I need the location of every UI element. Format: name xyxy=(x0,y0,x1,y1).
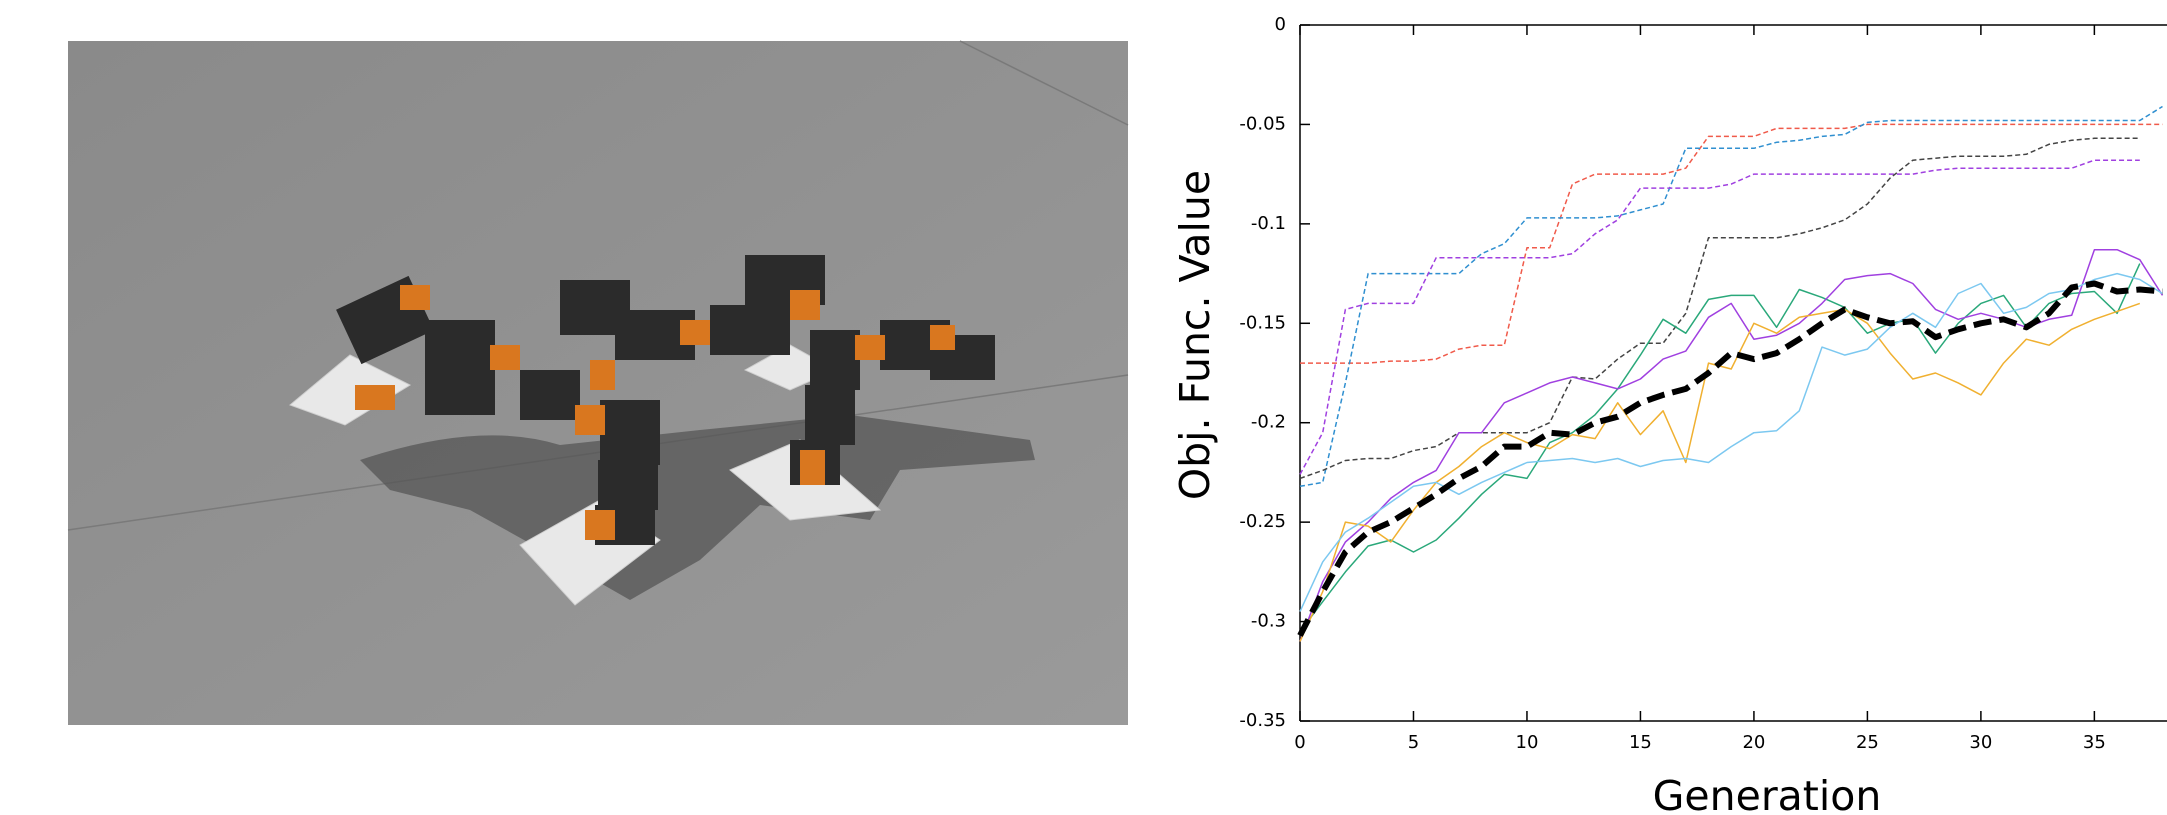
chart: Obj. Func. Value Generation 0 -0.05 -0.1 -0… xyxy=(1171,14,2167,815)
x-tick-label: 0 xyxy=(1294,732,1305,753)
x-tick-label: 15 xyxy=(1629,732,1652,753)
x-tick-label: 35 xyxy=(2083,732,2106,753)
y-tick-label: 0 xyxy=(1275,14,1286,35)
series-line xyxy=(1300,250,2163,642)
y-tick-label: -0.15 xyxy=(1239,312,1286,333)
x-tick-label: 5 xyxy=(1408,732,1419,753)
y-tick-label: -0.05 xyxy=(1239,113,1286,134)
y-tick-label: -0.25 xyxy=(1239,511,1286,532)
y-axis-label: Obj. Func. Value xyxy=(1171,170,1219,500)
x-tick-label: 30 xyxy=(1969,732,1992,753)
series-line xyxy=(1300,124,2163,363)
y-tick-label: -0.35 xyxy=(1239,710,1286,731)
x-axis-label: Generation xyxy=(1653,772,1882,815)
robot-simulation-image xyxy=(68,41,1128,725)
series-line xyxy=(1300,160,2140,474)
y-tick-label: -0.1 xyxy=(1251,213,1286,234)
series-line xyxy=(1300,303,2140,641)
x-tick-label: 25 xyxy=(1856,732,1879,753)
series-line xyxy=(1300,138,2140,478)
x-tick-label: 10 xyxy=(1516,732,1539,753)
page: {"chart_data": { "type": "line", "xlabel… xyxy=(0,0,2167,815)
series-line xyxy=(1300,264,2140,632)
figure: Obj. Func. Value Generation 0 -0.05 -0.1 -0… xyxy=(0,0,2167,815)
series-line xyxy=(1300,107,2163,487)
y-tick-label: -0.3 xyxy=(1251,611,1286,632)
y-tick-label: -0.2 xyxy=(1251,412,1286,433)
x-tick-label: 20 xyxy=(1742,732,1765,753)
series-line xyxy=(1300,284,2163,636)
